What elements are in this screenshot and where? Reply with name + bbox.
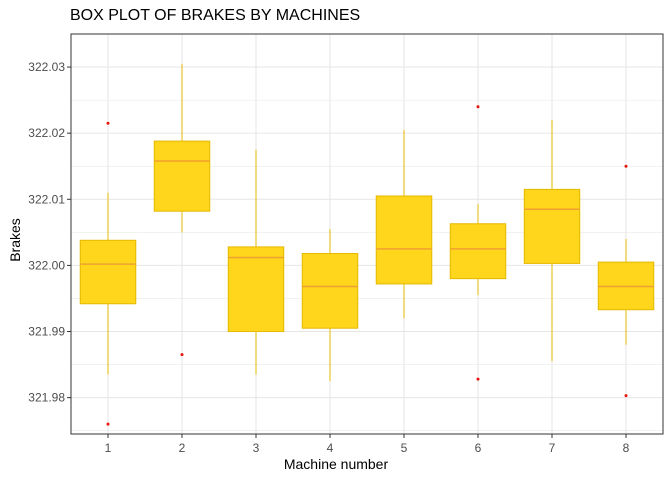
box-machine-8 xyxy=(597,164,655,398)
outlier-point xyxy=(476,105,480,109)
x-tick-label: 4 xyxy=(327,441,334,455)
box-machine-4 xyxy=(301,229,359,382)
box-iqr xyxy=(153,140,211,212)
box-iqr xyxy=(227,246,285,333)
box-iqr xyxy=(79,239,137,305)
y-tick-label: 322.01 xyxy=(28,192,65,206)
x-tick-label: 8 xyxy=(623,441,630,455)
outlier-point xyxy=(624,394,628,398)
box-iqr xyxy=(449,223,507,280)
box-machine-3 xyxy=(227,149,285,375)
x-tick-label: 7 xyxy=(549,441,556,455)
boxes xyxy=(79,63,655,426)
y-tick-label: 322.00 xyxy=(28,258,65,272)
axes: 321.98 321.99 322.00 322.01 322.02 322.03 1 2 3 4… xyxy=(28,60,629,455)
box-machine-2 xyxy=(153,63,211,357)
y-tick-label: 321.98 xyxy=(28,391,65,405)
box-machine-6 xyxy=(449,105,507,381)
outlier-point xyxy=(476,377,480,381)
box-iqr xyxy=(301,253,359,329)
chart-title: BOX PLOT OF BRAKES BY MACHINES xyxy=(70,7,361,24)
y-tick-label: 322.02 xyxy=(28,126,65,140)
box-iqr xyxy=(523,188,581,264)
x-axis-label: Machine number xyxy=(283,456,389,472)
x-tick-label: 5 xyxy=(401,441,408,455)
box-machine-1 xyxy=(79,121,137,426)
x-tick-label: 3 xyxy=(253,441,260,455)
y-axis-label: Brakes xyxy=(7,218,23,262)
x-tick-label: 2 xyxy=(179,441,186,455)
x-tick-label: 6 xyxy=(475,441,482,455)
y-tick-label: 321.99 xyxy=(28,325,65,339)
outlier-point xyxy=(106,422,110,426)
box-machine-7 xyxy=(523,119,581,362)
x-tick-label: 1 xyxy=(105,441,112,455)
outlier-point xyxy=(106,121,110,125)
y-tick-label: 322.03 xyxy=(28,60,65,74)
outlier-point xyxy=(180,353,184,357)
box-machine-5 xyxy=(375,129,433,319)
outlier-point xyxy=(624,164,628,168)
panel-border xyxy=(70,33,664,435)
box-iqr xyxy=(375,195,433,285)
